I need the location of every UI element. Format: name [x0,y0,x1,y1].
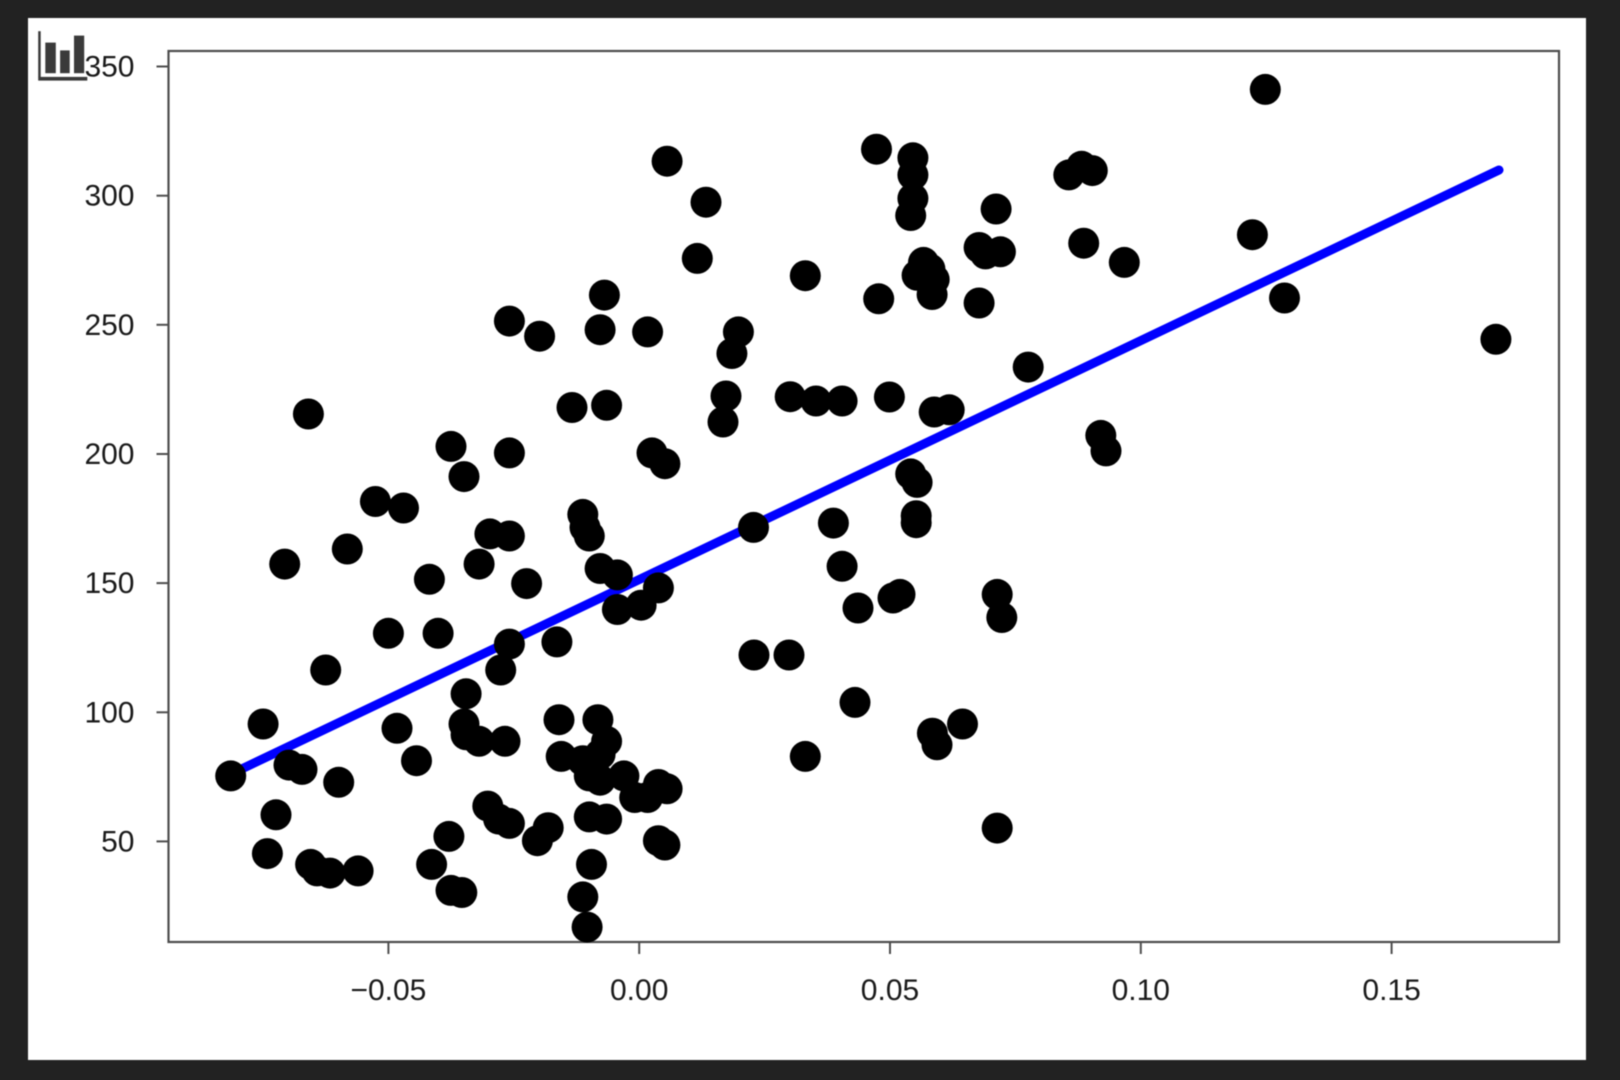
svg-text:100: 100 [84,696,134,729]
svg-text:0.15: 0.15 [1362,974,1420,1007]
svg-text:350: 350 [84,51,134,84]
svg-text:150: 150 [84,567,134,600]
svg-text:300: 300 [84,180,134,213]
svg-text:250: 250 [84,309,134,342]
svg-text:0.10: 0.10 [1112,974,1170,1007]
svg-text:200: 200 [84,438,134,471]
svg-text:0.05: 0.05 [861,974,919,1007]
svg-text:50: 50 [101,826,134,859]
svg-text:0.00: 0.00 [610,974,668,1007]
svg-text:−0.05: −0.05 [350,974,426,1007]
